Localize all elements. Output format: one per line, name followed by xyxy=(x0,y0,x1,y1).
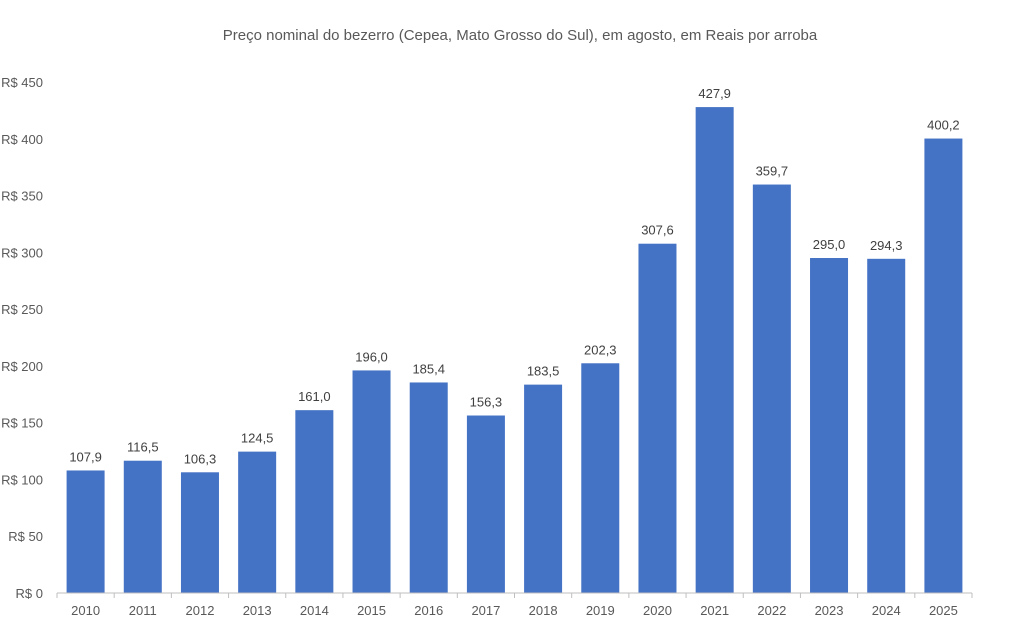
x-tick-label: 2025 xyxy=(929,603,958,618)
x-tick-label: 2010 xyxy=(71,603,100,618)
data-label: 156,3 xyxy=(470,395,503,410)
y-tick-label: R$ 350 xyxy=(1,189,43,204)
x-tick-label: 2011 xyxy=(129,603,157,618)
data-label: 106,3 xyxy=(184,451,217,466)
y-tick-label: R$ 200 xyxy=(1,359,43,374)
y-tick-label: R$ 50 xyxy=(8,529,43,544)
bar-2023 xyxy=(810,258,849,593)
x-tick-label: 2017 xyxy=(471,603,500,618)
x-tick-label: 2012 xyxy=(186,603,215,618)
x-tick-label: 2022 xyxy=(757,603,786,618)
data-label: 116,5 xyxy=(127,440,159,455)
bar-2021 xyxy=(695,107,734,594)
bar-2012 xyxy=(180,472,219,593)
bar-2016 xyxy=(409,382,448,593)
bar-2010 xyxy=(66,470,105,593)
bar-2025 xyxy=(924,138,963,593)
x-tick-label: 2021 xyxy=(700,603,729,618)
y-tick-label: R$ 250 xyxy=(1,302,43,317)
bar-2018 xyxy=(524,384,563,593)
data-label: 183,5 xyxy=(527,364,560,379)
x-tick-label: 2020 xyxy=(643,603,672,618)
data-label: 400,2 xyxy=(927,118,960,133)
x-tick-label: 2013 xyxy=(243,603,272,618)
bar-2017 xyxy=(466,415,505,593)
data-label: 295,0 xyxy=(813,237,846,252)
x-tick-label: 2016 xyxy=(414,603,443,618)
y-tick-label: R$ 150 xyxy=(1,416,43,431)
y-tick-label: R$ 400 xyxy=(1,132,43,147)
data-label: 161,0 xyxy=(298,389,331,404)
data-label: 124,5 xyxy=(241,431,274,446)
bar-2024 xyxy=(867,258,906,593)
y-tick-label: R$ 0 xyxy=(16,586,43,601)
chart-title: Preço nominal do bezerro (Cepea, Mato Gr… xyxy=(223,27,818,44)
y-tick-label: R$ 300 xyxy=(1,245,43,260)
x-tick-label: 2014 xyxy=(300,603,329,618)
data-label: 107,9 xyxy=(69,449,102,464)
bar-2022 xyxy=(752,184,791,594)
bar-2020 xyxy=(638,243,677,593)
data-label: 202,3 xyxy=(584,342,617,357)
bar-2014 xyxy=(295,410,334,593)
x-tick-label: 2015 xyxy=(357,603,386,618)
x-tick-label: 2018 xyxy=(529,603,558,618)
data-label: 196,0 xyxy=(355,349,388,364)
bar-2013 xyxy=(238,451,277,593)
data-label: 307,6 xyxy=(641,223,674,238)
data-label: 185,4 xyxy=(412,361,445,376)
data-label: 294,3 xyxy=(870,238,903,253)
y-tick-label: R$ 450 xyxy=(1,75,43,90)
bar-2011 xyxy=(123,460,162,593)
y-tick-label: R$ 100 xyxy=(1,472,43,487)
bar-2019 xyxy=(581,363,620,593)
x-tick-label: 2024 xyxy=(872,603,901,618)
data-label: 359,7 xyxy=(756,164,789,179)
bar-2015 xyxy=(352,370,391,593)
data-label: 427,9 xyxy=(698,86,731,101)
x-tick-label: 2019 xyxy=(586,603,615,618)
x-tick-label: 2023 xyxy=(815,603,844,618)
